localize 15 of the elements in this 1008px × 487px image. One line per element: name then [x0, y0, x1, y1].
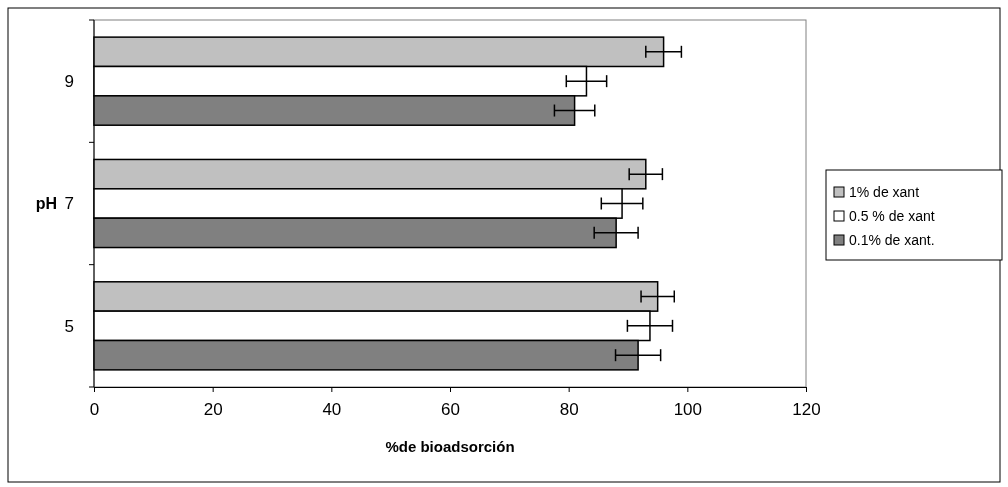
y-tick-label: 7: [64, 194, 74, 214]
x-tick-label: 120: [792, 400, 821, 420]
x-tick-label: 20: [203, 400, 223, 420]
legend-label: 1% de xant: [849, 183, 920, 200]
x-axis-title: %de bioadsorción: [385, 438, 515, 455]
x-tick-label: 100: [673, 400, 703, 420]
legend-label: 0.5 % de xant: [849, 207, 935, 224]
x-tick-label: 40: [322, 400, 342, 420]
x-tick-label: 80: [559, 400, 579, 420]
x-tick-label: 60: [441, 400, 460, 420]
legend-label: 0.1% de xant.: [849, 231, 935, 248]
y-tick-label: 5: [64, 316, 74, 336]
x-tick-label: 0: [89, 400, 100, 420]
y-axis-title: pH: [35, 195, 57, 213]
y-tick-label: 9: [64, 72, 74, 92]
